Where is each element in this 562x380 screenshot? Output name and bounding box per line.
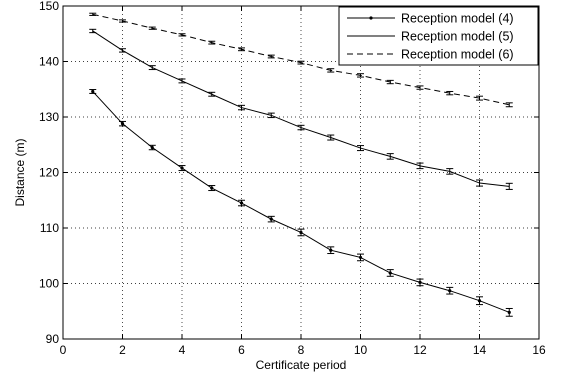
data-point bbox=[418, 280, 422, 284]
data-point bbox=[358, 255, 363, 260]
error-bar bbox=[119, 48, 126, 53]
error-bar bbox=[148, 65, 156, 71]
series-1 bbox=[89, 89, 513, 317]
data-point bbox=[239, 201, 244, 205]
data-point bbox=[150, 145, 154, 150]
data-point bbox=[91, 89, 95, 94]
error-bar bbox=[357, 73, 364, 78]
error-bar bbox=[446, 90, 454, 96]
x-tick-label: 14 bbox=[473, 343, 487, 357]
data-point bbox=[477, 299, 482, 303]
data-point bbox=[388, 271, 392, 275]
error-bar bbox=[89, 28, 97, 34]
tick-labels: 0 2 4 6 8 10 12 14 16 90 100 110 120 130 140 150 bbox=[39, 0, 546, 357]
y-tick-label: 120 bbox=[39, 166, 59, 180]
error-bar bbox=[119, 19, 126, 23]
series-layer bbox=[89, 12, 513, 317]
x-axis-label: Certificate period bbox=[256, 358, 347, 372]
error-bar bbox=[297, 60, 305, 65]
error-bar bbox=[178, 33, 186, 37]
series-3 bbox=[89, 12, 513, 108]
error-bar bbox=[178, 78, 186, 84]
error-bar bbox=[476, 95, 483, 101]
error-bar bbox=[327, 68, 335, 73]
data-point bbox=[299, 230, 303, 235]
legend-label-2: Reception model (5) bbox=[401, 30, 514, 44]
data-point bbox=[448, 289, 452, 293]
legend: Reception model (4) Reception model (5) Re… bbox=[338, 6, 539, 66]
y-tick-label: 90 bbox=[46, 332, 60, 346]
y-axis-label: Distance (m) bbox=[13, 138, 27, 206]
error-bar bbox=[148, 26, 156, 30]
error-bar bbox=[505, 102, 513, 108]
x-tick-label: 12 bbox=[413, 343, 427, 357]
data-point bbox=[329, 248, 333, 252]
x-tick-label: 16 bbox=[532, 343, 546, 357]
data-point bbox=[180, 166, 184, 170]
x-tick-label: 0 bbox=[60, 343, 67, 357]
error-bar bbox=[89, 12, 97, 16]
y-tick-label: 100 bbox=[39, 277, 59, 291]
data-point bbox=[210, 186, 214, 190]
x-tick-label: 8 bbox=[298, 343, 305, 357]
error-bar bbox=[297, 124, 305, 131]
error-bar bbox=[238, 47, 245, 52]
error-bar bbox=[267, 112, 275, 119]
x-tick-label: 10 bbox=[354, 343, 368, 357]
error-bar bbox=[267, 54, 275, 59]
legend-label-3: Reception model (6) bbox=[401, 48, 514, 62]
data-point bbox=[120, 122, 125, 126]
data-point bbox=[507, 310, 511, 314]
error-bar bbox=[416, 162, 424, 170]
legend-label-1: Reception model (4) bbox=[401, 12, 514, 26]
series-2 bbox=[89, 28, 513, 190]
error-bar bbox=[357, 145, 364, 152]
error-bar bbox=[416, 85, 424, 90]
y-tick-label: 150 bbox=[39, 0, 59, 13]
error-bar bbox=[386, 153, 394, 160]
legend-marker bbox=[369, 16, 373, 20]
y-tick-label: 140 bbox=[39, 55, 59, 69]
error-bar bbox=[208, 40, 216, 45]
error-bar bbox=[446, 168, 454, 175]
error-bar bbox=[238, 104, 245, 111]
error-bar bbox=[327, 134, 335, 141]
error-bar bbox=[386, 79, 394, 85]
x-tick-label: 4 bbox=[179, 343, 186, 357]
error-bar bbox=[208, 91, 216, 97]
error-bar bbox=[505, 182, 513, 190]
error-bar bbox=[476, 179, 483, 187]
y-tick-label: 110 bbox=[40, 221, 59, 235]
data-point bbox=[269, 217, 273, 221]
x-tick-label: 2 bbox=[119, 343, 126, 357]
y-tick-label: 130 bbox=[39, 110, 59, 124]
x-tick-label: 6 bbox=[238, 343, 245, 357]
